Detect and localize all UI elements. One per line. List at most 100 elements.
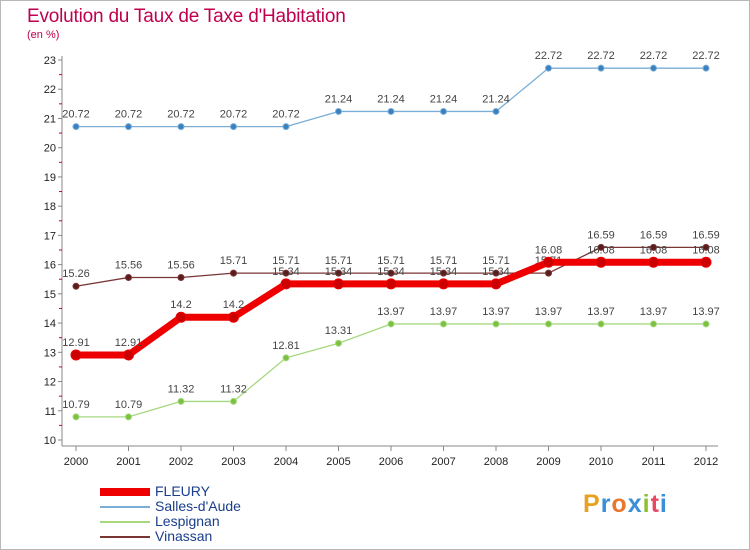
data-label-lespignan-2011: 13.97 (640, 306, 668, 318)
data-label-fleury-2001: 12.91 (115, 337, 143, 349)
legend-label-lespignan: Lespignan (155, 513, 220, 529)
point-salles-d-aude-2003 (230, 123, 237, 131)
y-tick-label-22: 22 (44, 84, 56, 96)
data-label-lespignan-2008: 13.97 (482, 306, 510, 318)
y-tick-label-12: 12 (44, 377, 56, 389)
point-salles-d-aude-2004 (282, 123, 290, 131)
data-label-fleury-2007: 15.34 (430, 266, 458, 278)
x-tick-label-2003: 2003 (221, 456, 245, 468)
data-label-salles-d-aude-2010: 22.72 (587, 50, 615, 62)
point-vinassan-2009 (545, 269, 552, 277)
point-lespignan-2012 (702, 320, 710, 328)
point-fleury-2008 (490, 278, 502, 290)
y-tick-label-19: 19 (44, 172, 56, 184)
data-label-fleury-2000: 12.91 (62, 337, 90, 349)
legend-label-vinassan: Vinassan (155, 528, 213, 544)
point-fleury-2003 (228, 311, 239, 323)
logo-letter: r (600, 490, 612, 518)
point-lespignan-2004 (282, 354, 290, 362)
point-salles-d-aude-2006 (387, 107, 395, 115)
point-lespignan-2001 (125, 413, 132, 421)
x-tick-label-2011: 2011 (642, 456, 666, 468)
point-lespignan-2002 (177, 397, 185, 405)
x-tick-label-2007: 2007 (431, 456, 455, 468)
data-label-salles-d-aude-2011: 22.72 (640, 50, 668, 62)
data-label-fleury-2012: 16.08 (692, 244, 720, 256)
x-tick-label-2006: 2006 (379, 456, 403, 468)
point-fleury-2009 (543, 256, 554, 268)
data-label-salles-d-aude-2012: 22.72 (692, 50, 720, 62)
point-fleury-2010 (595, 256, 607, 268)
y-tick-label-15: 15 (44, 289, 56, 301)
data-label-lespignan-2007: 13.97 (430, 306, 458, 318)
logo-letter: P (583, 490, 601, 518)
data-label-fleury-2008: 15.34 (482, 266, 510, 278)
x-tick-label-2004: 2004 (274, 456, 298, 468)
point-salles-d-aude-2012 (702, 64, 710, 72)
point-fleury-2000 (70, 349, 82, 361)
point-salles-d-aude-2000 (72, 123, 80, 131)
point-lespignan-2008 (492, 320, 500, 328)
point-lespignan-2000 (72, 413, 80, 421)
point-vinassan-2001 (125, 273, 132, 281)
point-salles-d-aude-2007 (440, 107, 447, 115)
point-salles-d-aude-2009 (545, 64, 552, 72)
y-tick-label-10: 10 (44, 435, 56, 447)
data-label-salles-d-aude-2000: 20.72 (62, 109, 90, 121)
point-salles-d-aude-2010 (597, 64, 605, 72)
data-label-salles-d-aude-2002: 20.72 (167, 109, 195, 121)
point-vinassan-2012 (702, 243, 710, 251)
data-label-salles-d-aude-2007: 21.24 (430, 93, 458, 105)
y-tick-label-23: 23 (44, 55, 56, 67)
point-salles-d-aude-2002 (177, 123, 185, 131)
point-vinassan-2003 (230, 269, 237, 277)
point-vinassan-2010 (597, 243, 605, 251)
y-tick-label-11: 11 (45, 406, 56, 418)
logo-letter: i (659, 490, 668, 518)
proxiti-logo: Proxiti (583, 490, 668, 519)
data-label-salles-d-aude-2005: 21.24 (325, 93, 353, 105)
data-label-vinassan-2003: 15.71 (220, 255, 248, 267)
point-salles-d-aude-2005 (335, 107, 342, 115)
point-salles-d-aude-2011 (650, 64, 657, 72)
data-label-salles-d-aude-2006: 21.24 (377, 93, 405, 105)
data-label-vinassan-2011: 16.59 (640, 229, 668, 241)
data-label-vinassan-2008: 15.71 (482, 255, 510, 267)
data-label-vinassan-2004: 15.71 (272, 255, 300, 267)
point-lespignan-2003 (230, 397, 237, 405)
data-label-lespignan-2012: 13.97 (692, 306, 720, 318)
data-label-vinassan-2000: 15.26 (62, 268, 90, 280)
legend-label-fleury: FLEURY (155, 483, 210, 499)
y-tick-label-14: 14 (44, 318, 56, 330)
data-label-vinassan-2012: 16.59 (692, 229, 720, 241)
point-fleury-2002 (175, 311, 187, 323)
y-tick-label-13: 13 (44, 347, 56, 359)
chart-title: Evolution du Taux de Taxe d'Habitation (27, 6, 346, 27)
data-label-vinassan-2005: 15.71 (325, 255, 353, 267)
data-label-vinassan-2010: 16.59 (587, 229, 615, 241)
point-fleury-2005 (333, 278, 344, 290)
logo-letter: o (611, 490, 628, 518)
data-label-lespignan-2005: 13.31 (325, 325, 353, 337)
data-label-fleury-2002: 14.2 (170, 299, 191, 311)
data-label-vinassan-2007: 15.71 (430, 255, 458, 267)
data-label-lespignan-2001: 10.79 (115, 399, 143, 411)
data-label-fleury-2006: 15.34 (377, 266, 405, 278)
data-label-lespignan-2009: 13.97 (535, 306, 563, 318)
y-tick-label-21: 21 (44, 113, 56, 125)
point-vinassan-2000 (72, 282, 80, 290)
data-label-salles-d-aude-2001: 20.72 (115, 109, 143, 121)
point-fleury-2011 (648, 256, 659, 268)
data-label-vinassan-2002: 15.56 (167, 259, 195, 271)
x-tick-label-2005: 2005 (326, 456, 350, 468)
y-tick-label-18: 18 (44, 201, 56, 213)
data-label-fleury-2003: 14.2 (223, 299, 244, 311)
point-vinassan-2004 (282, 269, 290, 277)
data-label-lespignan-2010: 13.97 (587, 306, 615, 318)
x-tick-label-2009: 2009 (536, 456, 560, 468)
point-lespignan-2011 (650, 320, 657, 328)
data-label-fleury-2011: 16.08 (640, 244, 668, 256)
data-label-fleury-2009: 16.08 (535, 244, 563, 256)
logo-letter: t (650, 490, 660, 518)
